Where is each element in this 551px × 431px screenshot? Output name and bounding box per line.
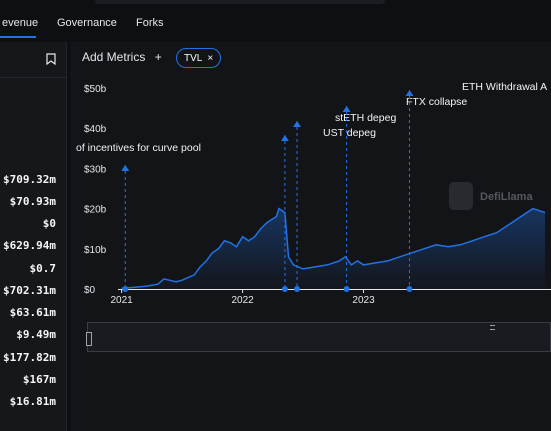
tab-revenue[interactable]: evenue bbox=[2, 17, 39, 29]
stat-value: $0.7 bbox=[29, 262, 57, 275]
tvl-metric-chip[interactable]: TVL × bbox=[176, 48, 222, 68]
tab-governance[interactable]: Governance bbox=[57, 17, 117, 29]
close-icon[interactable]: × bbox=[207, 52, 214, 64]
top-tab-bar: evenue Governance Forks bbox=[0, 0, 551, 42]
time-range-brush[interactable] bbox=[86, 322, 551, 352]
stat-value: $9.49m bbox=[16, 328, 56, 341]
tab-forks[interactable]: Forks bbox=[136, 17, 164, 29]
stat-value: $709.32m bbox=[3, 173, 56, 186]
stat-value: $0 bbox=[42, 217, 56, 230]
tvl-chip-label: TVL bbox=[184, 52, 203, 64]
tab-active-underline bbox=[0, 36, 36, 38]
brush-left-handle[interactable] bbox=[86, 332, 92, 346]
bookmark-icon[interactable] bbox=[46, 53, 56, 65]
stat-value: $702.31m bbox=[3, 284, 56, 297]
stat-value: $167m bbox=[22, 373, 56, 386]
stats-panel-header bbox=[0, 42, 66, 78]
chart-container: Add Metrics + TVL × bbox=[70, 42, 551, 431]
stat-value: $177.82m bbox=[3, 351, 56, 364]
brush-grip-icon[interactable] bbox=[490, 325, 495, 330]
plus-icon: + bbox=[154, 50, 162, 64]
add-metrics-button[interactable]: Add Metrics + bbox=[82, 50, 162, 64]
top-scroll-strip bbox=[95, 0, 385, 4]
stat-value: $63.61m bbox=[9, 306, 56, 319]
stat-value: $16.81m bbox=[9, 395, 56, 408]
protocol-stats-panel: $709.32m $70.93m $0 $629.94m $0.7 $702.3… bbox=[0, 42, 67, 431]
stat-value: $70.93m bbox=[9, 195, 56, 208]
add-metrics-label: Add Metrics bbox=[82, 50, 146, 64]
stat-value: $629.94m bbox=[3, 239, 56, 252]
